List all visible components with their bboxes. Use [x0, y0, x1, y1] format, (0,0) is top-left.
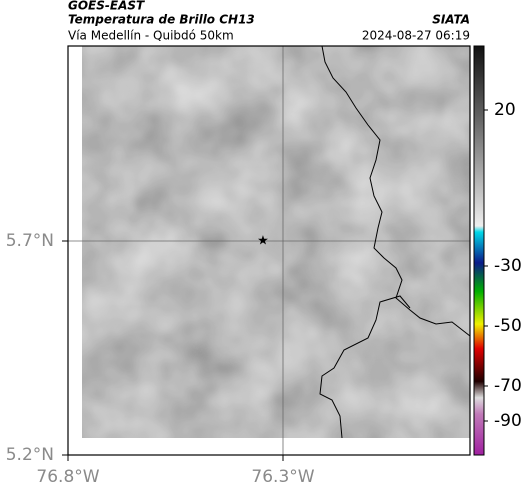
colorbar-label: -50	[494, 316, 522, 336]
colorbar-label: 20	[494, 100, 516, 120]
datetime: 2024-08-27 06:19	[362, 29, 470, 43]
colorbar	[473, 45, 485, 456]
border-line	[319, 295, 411, 439]
colorbar-label: -90	[494, 411, 522, 431]
lat-label: 5.2°N	[6, 445, 54, 465]
cloud-texture	[82, 46, 470, 438]
colorbar-label: -30	[494, 256, 522, 276]
colorbar-label: -70	[494, 376, 522, 396]
lat-label: 5.7°N	[6, 231, 54, 251]
border-line	[321, 45, 471, 337]
lon-label: 76.8°W	[36, 467, 99, 487]
region-name: Vía Medellín - Quibdó 50km	[68, 29, 234, 43]
source: SIATA	[432, 13, 470, 27]
location-star: ★	[257, 234, 269, 249]
satellite-name: GOES-EAST	[68, 0, 145, 13]
product-name: Temperatura de Brillo CH13	[68, 13, 255, 27]
lon-label: 76.3°W	[251, 467, 314, 487]
map-frame	[67, 45, 471, 456]
